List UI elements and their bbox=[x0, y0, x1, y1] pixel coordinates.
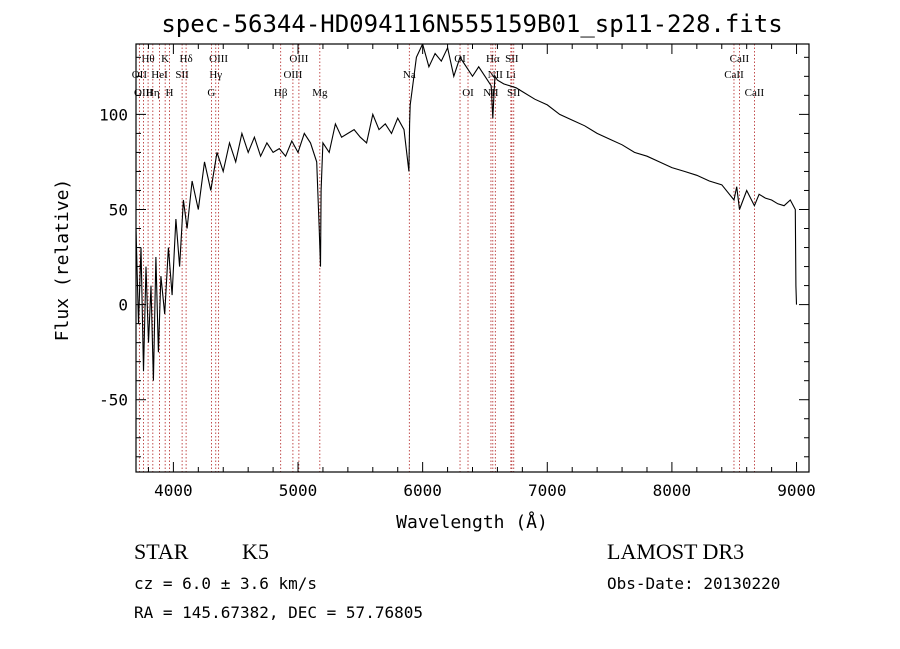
line-marker-label: NII bbox=[488, 69, 504, 81]
object-class: STAR bbox=[134, 539, 189, 564]
line-marker-label: Hη bbox=[146, 87, 160, 99]
chart-title: spec-56344-HD094116N555159B01_sp11-228.f… bbox=[161, 10, 782, 38]
line-marker-label: OIII bbox=[209, 53, 228, 65]
line-marker-label: Hθ bbox=[141, 53, 154, 65]
plot-frame bbox=[135, 43, 810, 473]
ra-dec: RA = 145.67382, DEC = 57.76805 bbox=[134, 603, 423, 622]
line-marker-label: OI bbox=[454, 53, 466, 65]
line-marker-label: OIII bbox=[289, 53, 308, 65]
line-marker-label: CaII bbox=[730, 53, 750, 65]
line-marker-label: H bbox=[166, 87, 174, 99]
obs-date: Obs-Date: 20130220 bbox=[607, 574, 781, 593]
x-tick-label: 5000 bbox=[279, 481, 318, 500]
y-axis-label: Flux (relative) bbox=[52, 179, 73, 342]
line-marker-label: SII bbox=[507, 87, 521, 99]
line-marker-label: Na bbox=[403, 69, 416, 81]
y-tick-label: -50 bbox=[99, 391, 128, 410]
line-marker-label: CaII bbox=[724, 69, 744, 81]
line-marker-label: OII bbox=[132, 69, 148, 81]
x-tick-label: 6000 bbox=[403, 481, 442, 500]
line-marker-label: G bbox=[207, 87, 215, 99]
line-marker-label: K bbox=[161, 53, 169, 65]
line-marker-label: SII bbox=[505, 53, 519, 65]
x-tick-label: 4000 bbox=[154, 481, 193, 500]
x-tick-label: 9000 bbox=[777, 481, 816, 500]
line-marker-label: Hδ bbox=[180, 53, 193, 65]
y-tick-label: 100 bbox=[99, 105, 128, 124]
x-tick-label: 8000 bbox=[653, 481, 692, 500]
line-marker-label: Hα bbox=[486, 53, 500, 65]
line-marker-label: SII bbox=[175, 69, 189, 81]
axes: 4000 5000 6000 7000 8000 9000 -50 0 50 100 bbox=[99, 44, 816, 500]
line-marker-label: Li bbox=[506, 69, 516, 81]
y-tick-label: 50 bbox=[109, 200, 128, 219]
line-marker-label: HeI bbox=[151, 69, 168, 81]
spectrum-line bbox=[136, 44, 798, 381]
line-marker-label: OIII bbox=[283, 69, 302, 81]
object-subclass: K5 bbox=[242, 539, 269, 564]
line-marker-label: Mg bbox=[312, 87, 328, 99]
survey-name: LAMOST DR3 bbox=[607, 539, 745, 564]
y-tick-label: 0 bbox=[118, 296, 128, 315]
line-marker-label: OI bbox=[462, 87, 474, 99]
line-marker-label: Hβ bbox=[274, 87, 288, 99]
line-marker-label: OIII bbox=[134, 87, 153, 99]
line-marker-label: Hγ bbox=[209, 69, 222, 81]
x-axis-label: Wavelength (Å) bbox=[396, 511, 548, 533]
redshift-cz: cz = 6.0 ± 3.6 km/s bbox=[134, 574, 318, 593]
line-marker-label: CaII bbox=[745, 87, 765, 99]
series-layer bbox=[136, 44, 798, 381]
x-tick-label: 7000 bbox=[528, 481, 567, 500]
